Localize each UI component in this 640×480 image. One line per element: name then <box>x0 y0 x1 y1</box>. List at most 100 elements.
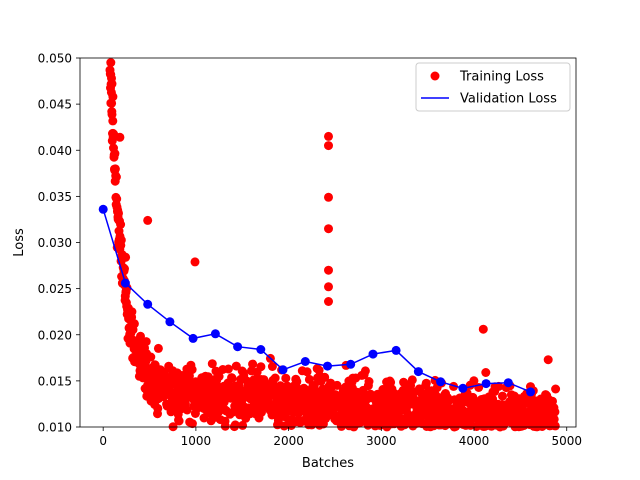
training-loss-point <box>421 378 431 388</box>
training-loss-point <box>115 132 125 142</box>
training-loss-point <box>114 208 123 218</box>
training-loss-point <box>207 359 217 369</box>
x-tick-label: 2000 <box>273 434 304 448</box>
training-loss-point <box>106 58 116 68</box>
x-tick-label: 0 <box>99 434 107 448</box>
validation-loss-point <box>300 357 310 366</box>
training-loss-point <box>112 194 122 204</box>
x-tick-label: 5000 <box>551 434 582 448</box>
training-loss-point <box>324 192 333 202</box>
training-loss-point <box>108 116 118 126</box>
training-loss-point <box>129 319 139 329</box>
training-loss-point <box>324 282 333 292</box>
x-axis-label: Batches <box>302 456 354 471</box>
x-axis-ticks: 0 1000 2000 3000 4000 5000 <box>99 427 582 448</box>
training-loss-point <box>190 257 200 267</box>
y-tick-label: 0.025 <box>38 282 72 296</box>
validation-loss-point <box>256 345 266 354</box>
training-loss-point <box>324 224 333 234</box>
training-loss-point <box>481 368 491 377</box>
training-loss-point <box>214 372 224 381</box>
legend-training-label: Training Loss <box>459 70 544 85</box>
training-loss-point <box>111 172 121 182</box>
legend: Training Loss Validation Loss <box>415 62 571 112</box>
legend-validation-label: Validation Loss <box>460 92 557 107</box>
training-loss-point <box>551 384 561 394</box>
training-loss-point <box>550 407 560 417</box>
training-loss-point <box>256 362 266 372</box>
training-loss-point <box>324 265 333 275</box>
training-loss-point <box>231 361 241 371</box>
training-loss-point <box>227 373 237 383</box>
validation-loss-point <box>481 379 491 389</box>
x-tick-label: 4000 <box>459 434 490 448</box>
training-loss-point <box>498 391 507 401</box>
y-tick-label: 0.010 <box>38 421 72 435</box>
training-loss-point <box>174 416 184 426</box>
training-loss-point <box>187 365 197 375</box>
training-loss-point <box>116 235 126 245</box>
training-loss-point <box>127 307 137 317</box>
training-loss-point <box>281 373 291 383</box>
training-loss-point <box>543 355 553 365</box>
validation-loss-point <box>391 345 401 355</box>
training-loss-point <box>478 324 488 334</box>
training-loss-point <box>110 164 120 174</box>
validation-loss-point <box>188 333 198 343</box>
validation-loss-point <box>98 204 108 214</box>
validation-loss-point <box>503 378 513 388</box>
training-loss-point <box>449 381 459 391</box>
training-loss-point <box>107 79 117 89</box>
y-tick-label: 0.035 <box>38 190 72 204</box>
training-loss-point <box>116 220 126 229</box>
x-tick-label: 3000 <box>366 434 397 448</box>
y-tick-label: 0.050 <box>38 52 72 66</box>
validation-loss-point <box>413 367 423 377</box>
training-loss-point <box>302 367 312 377</box>
training-loss-point <box>143 215 153 225</box>
training-loss-point <box>153 403 163 413</box>
training-loss-point <box>407 375 417 385</box>
validation-loss-point <box>278 365 288 375</box>
training-loss-point <box>187 419 197 429</box>
y-axis-ticks: 0.010 0.015 0.020 0.025 0.030 0.035 0.040 0.045… <box>38 52 80 435</box>
validation-loss-point <box>143 299 153 309</box>
validation-loss-point <box>526 387 536 397</box>
validation-loss-point <box>210 329 220 339</box>
training-loss-point <box>320 372 330 382</box>
y-tick-label: 0.030 <box>38 236 72 250</box>
validation-loss-point <box>368 349 378 359</box>
training-loss-point <box>550 421 560 431</box>
y-tick-label: 0.040 <box>38 144 72 158</box>
training-loss-point <box>469 376 479 386</box>
legend-training-marker <box>430 71 440 81</box>
training-loss-point <box>223 364 233 374</box>
validation-loss-point <box>165 317 175 327</box>
training-loss-point <box>324 297 333 306</box>
training-loss-point <box>267 362 277 371</box>
legend-box <box>415 62 571 112</box>
validation-loss-point <box>120 278 130 288</box>
training-loss-point <box>324 141 333 151</box>
y-axis-label: Loss <box>12 228 27 257</box>
training-loss-point <box>248 359 258 369</box>
training-loss-point <box>141 337 151 347</box>
training-loss-series <box>105 58 561 432</box>
training-loss-point <box>153 343 163 353</box>
training-loss-point <box>182 405 192 415</box>
training-loss-point <box>238 420 248 430</box>
validation-loss-point <box>346 359 356 369</box>
training-loss-point <box>108 92 118 102</box>
validation-loss-point <box>458 383 468 393</box>
training-loss-point <box>146 352 156 362</box>
validation-loss-point <box>323 361 332 371</box>
training-loss-point <box>494 381 504 391</box>
training-loss-point <box>364 377 374 386</box>
training-loss-point <box>292 377 302 387</box>
y-tick-label: 0.045 <box>38 98 72 112</box>
y-tick-label: 0.015 <box>38 374 72 388</box>
training-loss-point <box>324 131 333 141</box>
x-tick-label: 1000 <box>181 434 212 448</box>
training-loss-point <box>121 252 131 262</box>
